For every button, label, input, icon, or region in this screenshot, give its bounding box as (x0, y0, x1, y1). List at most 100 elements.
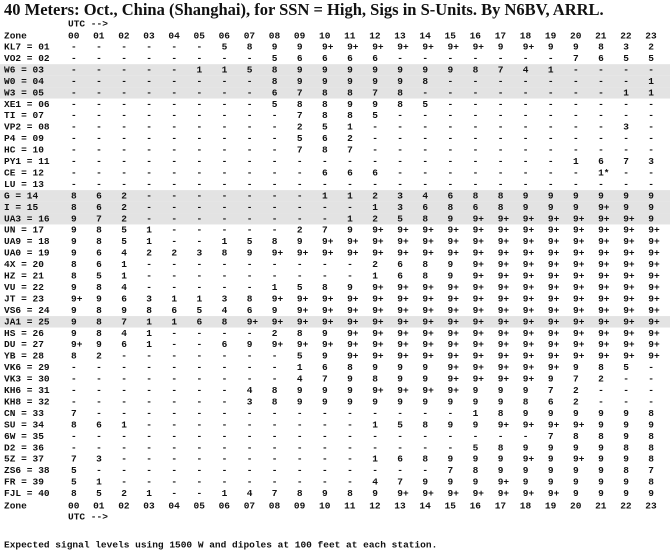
signal-cell: 9 (523, 477, 529, 488)
signal-cell: - (146, 99, 152, 110)
signal-cell: - (573, 122, 579, 133)
signal-cell: 9 (523, 385, 529, 396)
signal-cell: - (197, 213, 203, 224)
signal-cell: - (297, 179, 303, 190)
signal-cell: - (247, 53, 253, 64)
signal-cell: 4 (121, 328, 127, 339)
signal-cell: 5 (272, 53, 278, 64)
signal-cell: 8 (247, 293, 253, 304)
signal-cell: 9+ (297, 248, 309, 259)
signal-cell: 1 (222, 488, 228, 499)
signal-cell: - (648, 167, 654, 178)
signal-cell: 9+ (498, 293, 510, 304)
signal-cell: - (197, 122, 203, 133)
signal-cell: - (322, 454, 328, 465)
signal-cell: - (71, 64, 77, 75)
signal-cell: - (146, 53, 152, 64)
signal-cell: - (146, 408, 152, 419)
signal-cell: - (297, 259, 303, 270)
signal-cell: - (197, 271, 203, 282)
zone-label: VU = 22 (4, 282, 44, 293)
hour-header: 22 (620, 31, 632, 42)
signal-cell: 9+ (347, 248, 359, 259)
signal-cell: 9+ (397, 42, 409, 53)
signal-cell: - (247, 431, 253, 442)
signal-cell: 9 (623, 431, 629, 442)
signal-cell: - (197, 190, 203, 201)
signal-cell: 9+ (448, 236, 460, 247)
signal-cell: 9 (322, 351, 328, 362)
signal-cell: - (573, 133, 579, 144)
signal-cell: 2 (648, 42, 654, 53)
zone-label: CE = 12 (4, 167, 44, 178)
signal-cell: 7 (623, 156, 629, 167)
signal-cell: - (197, 225, 203, 236)
signal-cell: - (71, 53, 77, 64)
signal-cell: - (523, 431, 529, 442)
signal-cell: 8 (297, 488, 303, 499)
signal-cell: - (146, 419, 152, 430)
signal-cell: 6 (422, 202, 428, 213)
signal-cell: - (121, 145, 127, 156)
signal-cell: 9+ (397, 316, 409, 327)
signal-cell: 2 (372, 259, 378, 270)
signal-cell: 6 (448, 190, 454, 201)
signal-cell: 9+ (498, 374, 510, 385)
signal-cell: - (222, 190, 228, 201)
signal-cell: 6 (598, 156, 604, 167)
signal-cell: 8 (71, 351, 77, 362)
signal-cell: 2 (297, 225, 303, 236)
signal-cell: - (473, 53, 479, 64)
signal-cell: 9 (648, 213, 654, 224)
signal-cell: - (272, 122, 278, 133)
signal-cell: - (473, 76, 479, 87)
signal-cell: 2 (96, 351, 102, 362)
signal-cell: - (623, 110, 629, 121)
signal-cell: 9+ (598, 248, 610, 259)
signal-cell: 9+ (648, 328, 660, 339)
signal-cell: - (146, 465, 152, 476)
signal-cell: 9+ (322, 236, 334, 247)
signal-cell: 6 (222, 339, 228, 350)
signal-cell: 9+ (347, 293, 359, 304)
signal-cell: 7 (297, 110, 303, 121)
signal-cell: 8 (573, 431, 579, 442)
signal-cell: - (121, 465, 127, 476)
signal-cell: 6 (121, 293, 127, 304)
signal-cell: 9+ (473, 293, 485, 304)
signal-cell: - (96, 396, 102, 407)
signal-cell: 9 (573, 477, 579, 488)
signal-cell: - (272, 145, 278, 156)
zone-label: JA1 = 25 (4, 316, 50, 327)
signal-cell: 8 (322, 87, 328, 98)
signal-cell: - (222, 282, 228, 293)
signal-cell: 9+ (422, 248, 434, 259)
signal-cell: 1 (372, 419, 378, 430)
signal-cell: - (197, 167, 203, 178)
signal-cell: - (422, 110, 428, 121)
signal-cell: - (372, 179, 378, 190)
signal-cell: 9+ (397, 328, 409, 339)
signal-cell: - (272, 465, 278, 476)
signal-cell: - (171, 362, 177, 373)
signal-cell: 5 (322, 122, 328, 133)
signal-cell: 9 (598, 465, 604, 476)
signal-cell: 9+ (448, 339, 460, 350)
signal-cell: 8 (397, 87, 403, 98)
signal-cell: 6 (171, 305, 177, 316)
signal-cell: - (121, 351, 127, 362)
signal-cell: - (322, 156, 328, 167)
hour-header: 17 (495, 501, 507, 512)
signal-cell: 9 (272, 42, 278, 53)
signal-cell: 9+ (71, 293, 83, 304)
signal-cell: 9+ (548, 488, 560, 499)
signal-cell: 9+ (322, 339, 334, 350)
signal-cell: 6 (322, 362, 328, 373)
signal-cell: - (171, 167, 177, 178)
signal-cell: - (71, 42, 77, 53)
signal-cell: 9+ (322, 316, 334, 327)
signal-cell: 9+ (498, 339, 510, 350)
signal-cell: - (523, 99, 529, 110)
signal-cell: 5 (121, 236, 127, 247)
signal-cell: 2 (121, 213, 127, 224)
